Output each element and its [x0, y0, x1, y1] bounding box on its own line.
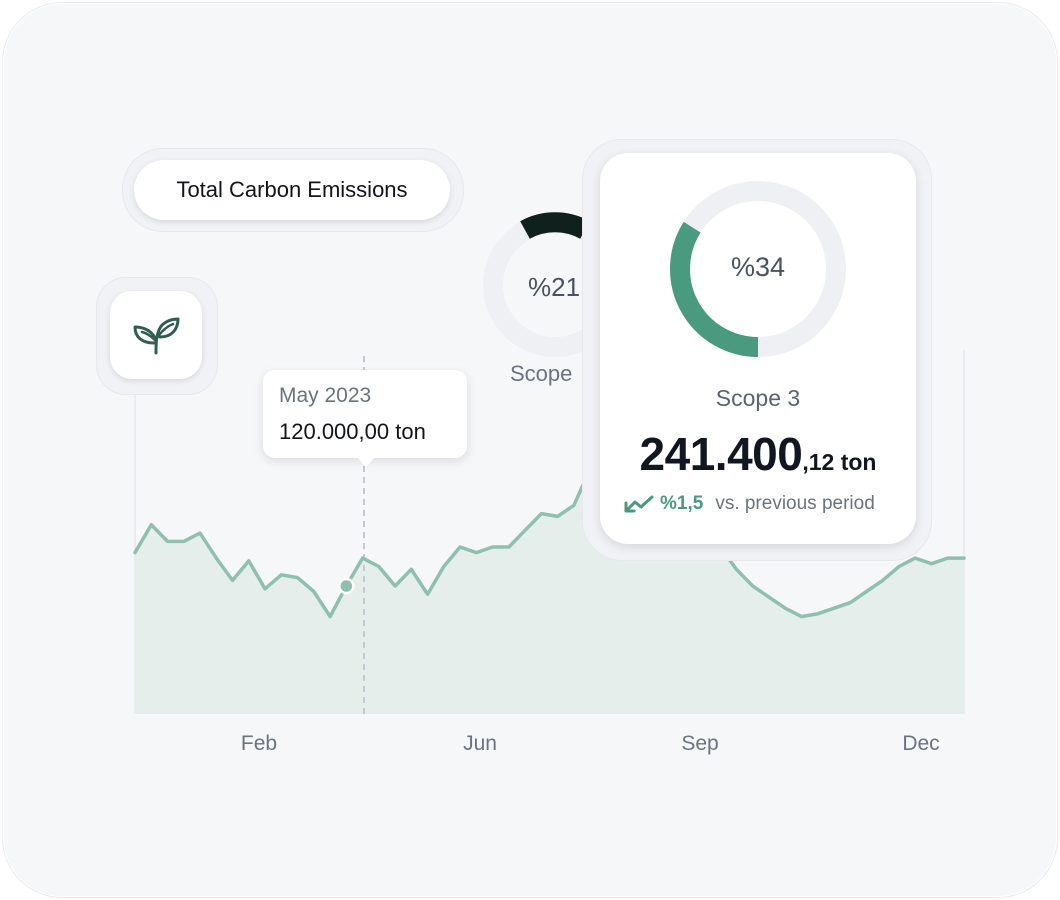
scope-3-percent: %34	[730, 252, 786, 282]
trend-row: %1,5 vs. previous period	[624, 493, 875, 515]
x-tick-label: Jun	[463, 732, 497, 755]
emissions-area	[135, 435, 964, 714]
x-tick-label: Dec	[902, 732, 940, 755]
scope-3-total: 241.400,12 ton	[600, 427, 916, 481]
trend-caption: vs. previous period	[715, 493, 875, 514]
trend-value: %1,5	[660, 493, 704, 514]
x-tick-label: Sep	[681, 732, 719, 755]
tooltip-value: 120.000,00 ton	[279, 419, 426, 444]
scope-3-total-integer: 241.400	[639, 428, 803, 480]
page-title: Total Carbon Emissions	[176, 177, 408, 202]
sprout-icon	[133, 317, 180, 355]
scope-3-title: Scope 3	[715, 385, 801, 411]
scope-3-total-decimal: ,12 ton	[802, 449, 877, 475]
scope-back-label: Scope	[510, 361, 573, 386]
chart-tooltip: May 2023 120.000,00 ton	[263, 370, 467, 467]
emissions-line	[133, 433, 966, 619]
trend-arrow-icon	[624, 495, 654, 513]
scope-back-percent: %21	[528, 272, 581, 302]
scope-card[interactable]: %34 Scope 3 241.400,12 ton %1,5 vs. prev…	[600, 153, 916, 544]
scope-3-donut: %34	[668, 179, 848, 359]
x-tick-label: Feb	[240, 732, 278, 755]
donut-progress-arc	[670, 221, 759, 357]
title-pill[interactable]: Total Carbon Emissions	[134, 160, 450, 220]
highlight-point[interactable]	[338, 577, 355, 595]
sprout-icon-tile[interactable]	[110, 291, 202, 379]
tooltip-date: May 2023	[279, 384, 372, 407]
